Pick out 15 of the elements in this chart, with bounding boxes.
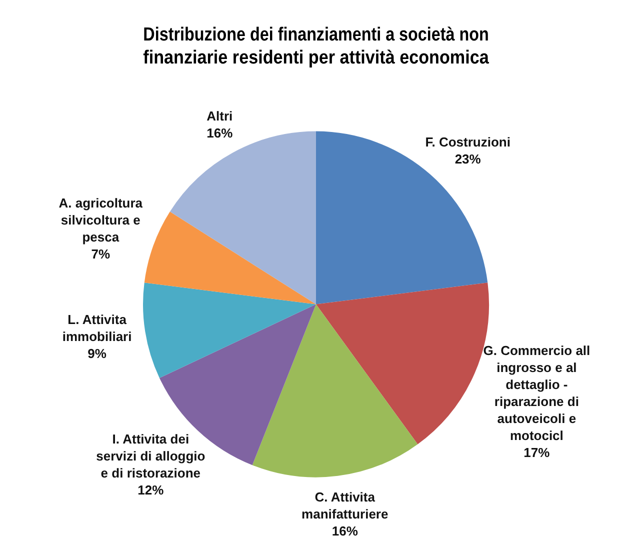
chart-title: Distribuzione dei finanziamenti a società non finanziarie residenti per attività economica xyxy=(143,23,490,68)
slice-label: C. Attivita manifatturiere xyxy=(302,490,388,522)
slice-label: G. Commercio all ingrosso e al dettaglio - riparazione di autoveicoli e motocicl xyxy=(483,342,590,443)
slice-label: L. Attivita immobiliari xyxy=(62,312,132,344)
data-label: 7% xyxy=(91,246,110,262)
data-label: 16% xyxy=(332,524,358,539)
data-label: 16% xyxy=(206,126,234,141)
data-label: 12% xyxy=(138,482,164,498)
data-label: 23% xyxy=(454,151,482,166)
slice-label: A. agricoltura silvicoltura e pesca xyxy=(58,196,144,245)
data-label: 9% xyxy=(88,346,107,362)
slice-label: I. Attivita dei servizi di alloggio e di ristorazione xyxy=(96,431,206,480)
slice-label: F. Costruzioni xyxy=(425,134,510,150)
slice-label: Altri xyxy=(206,108,233,124)
data-label: 17% xyxy=(524,444,550,460)
